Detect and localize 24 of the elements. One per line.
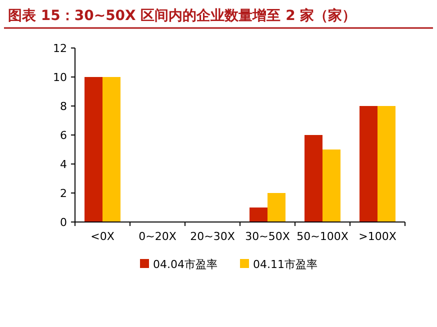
legend-label: 04.11市盈率 (253, 258, 318, 271)
y-tick-label: 0 (60, 216, 67, 229)
legend-label: 04.04市盈率 (153, 258, 218, 271)
x-tick-label: 30~50X (245, 230, 290, 243)
x-tick-label: 0~20X (138, 230, 177, 243)
bar (102, 77, 120, 222)
bar (250, 208, 268, 222)
bar (322, 150, 340, 222)
x-tick-label: <0X (90, 230, 115, 243)
bar (84, 77, 102, 222)
bar (360, 106, 378, 222)
bar (304, 135, 322, 222)
chart-title: 图表 15：30~50X 区间内的企业数量增至 2 家（家） (8, 7, 356, 24)
y-tick-label: 2 (60, 187, 67, 200)
bar (378, 106, 396, 222)
y-tick-label: 6 (60, 129, 67, 142)
y-tick-label: 4 (60, 158, 67, 171)
y-tick-label: 10 (53, 71, 67, 84)
y-tick-label: 8 (60, 100, 67, 113)
bar (268, 193, 286, 222)
x-tick-label: >100X (358, 230, 397, 243)
y-tick-label: 12 (53, 42, 67, 55)
x-tick-label: 20~30X (190, 230, 236, 243)
x-tick-label: 50~100X (296, 230, 349, 243)
